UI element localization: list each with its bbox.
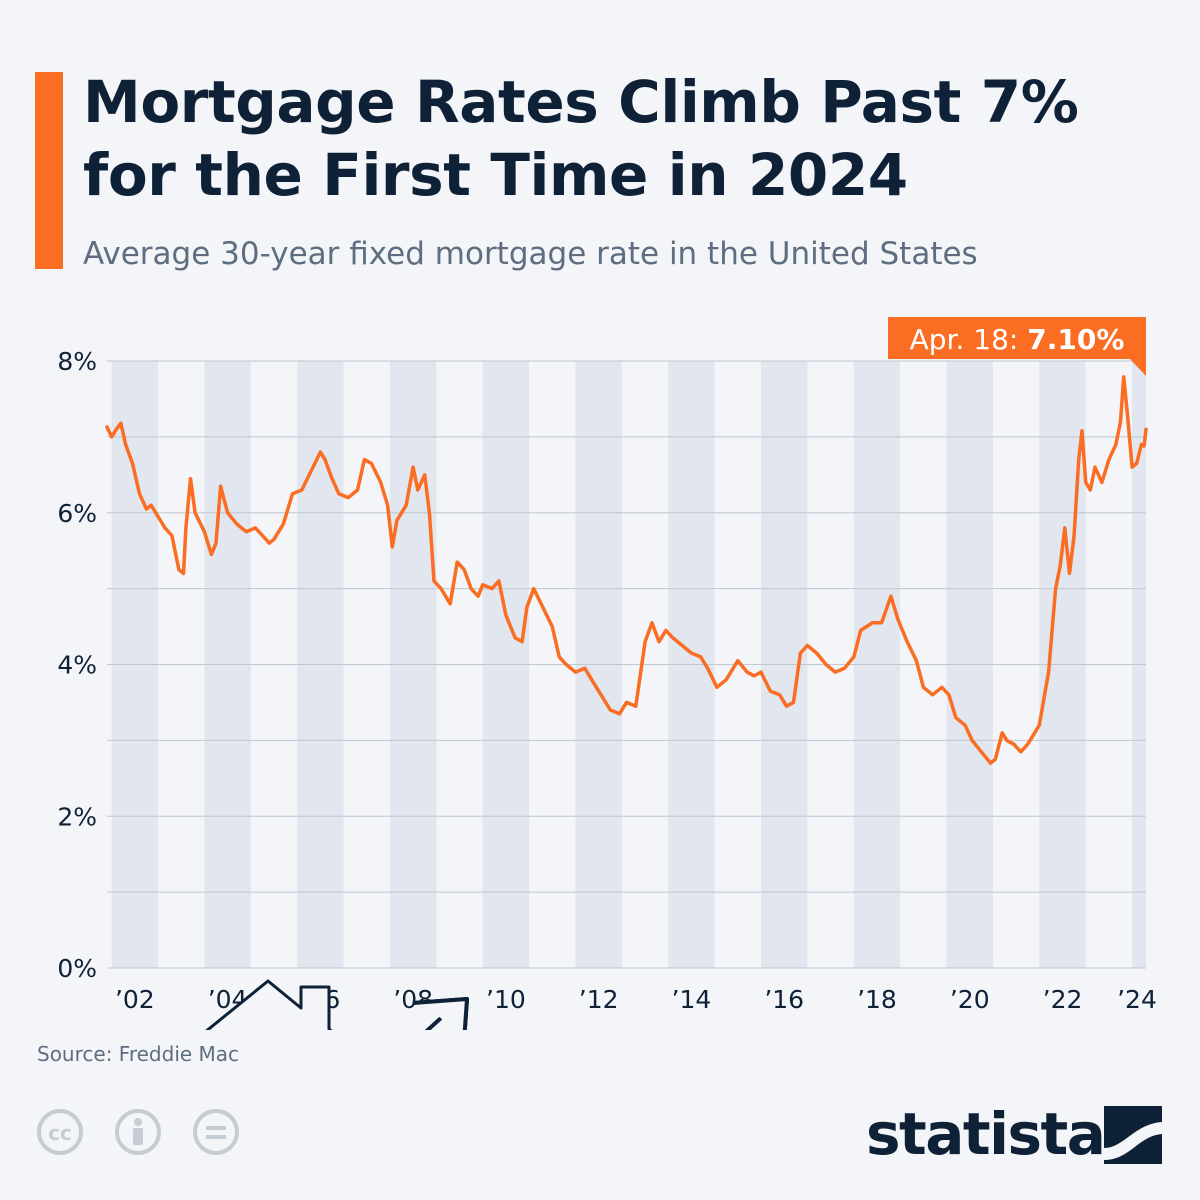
attribution-icon[interactable] (115, 1109, 161, 1155)
x-tick-label: ’16 (764, 985, 804, 1014)
callout-pointer (1130, 359, 1146, 376)
y-tick-label: 8% (57, 347, 97, 376)
x-tick-label: ’14 (672, 985, 712, 1014)
page-subtitle: Average 30-year fixed mortgage rate in t… (83, 236, 978, 272)
x-tick-label: ’10 (486, 985, 526, 1014)
brand-wordmark: statista (866, 1100, 1106, 1168)
statista-logo-icon (1104, 1106, 1162, 1164)
mortgage-rate-chart: 0%2%4%6%8% ’02’04’06’08’10’12’14’16’18’2… (57, 317, 1157, 1030)
callout-box (888, 317, 1146, 359)
x-tick-label: ’22 (1043, 985, 1083, 1014)
callout-date: Apr. 18: (910, 323, 1028, 356)
x-tick-label: ’24 (1117, 985, 1157, 1014)
x-tick-label: ’18 (857, 985, 897, 1014)
x-tick-label: ’12 (579, 985, 619, 1014)
mortgage-rate-line (105, 375, 1148, 765)
callout-value: 7.10% (1027, 323, 1124, 356)
no-derivatives-icon[interactable] (193, 1109, 239, 1155)
y-tick-label: 4% (57, 651, 97, 680)
y-axis-labels: 0% 2% 4% 6% 8% (57, 347, 97, 983)
house-percent-icon: % (205, 979, 469, 1030)
source-note: Source: Freddie Mac (37, 1042, 240, 1066)
latest-value-callout: Apr. 18: 7.10% (888, 317, 1146, 376)
svg-text:cc: cc (48, 1121, 72, 1145)
grid-lines (107, 360, 1146, 969)
x-tick-label: ’02 (115, 985, 155, 1014)
license-icons: cc (37, 1109, 239, 1155)
x-tick-label: ’20 (950, 985, 990, 1014)
cc-icon[interactable]: cc (37, 1109, 83, 1155)
callout-text: Apr. 18: 7.10% (910, 323, 1125, 356)
title-accent-bar (35, 72, 63, 269)
y-tick-label: 6% (57, 499, 97, 528)
y-tick-label: 2% (57, 802, 97, 831)
y-tick-label: 0% (57, 954, 97, 983)
page-title: Mortgage Rates Climb Past 7% for the Fir… (83, 68, 1079, 209)
